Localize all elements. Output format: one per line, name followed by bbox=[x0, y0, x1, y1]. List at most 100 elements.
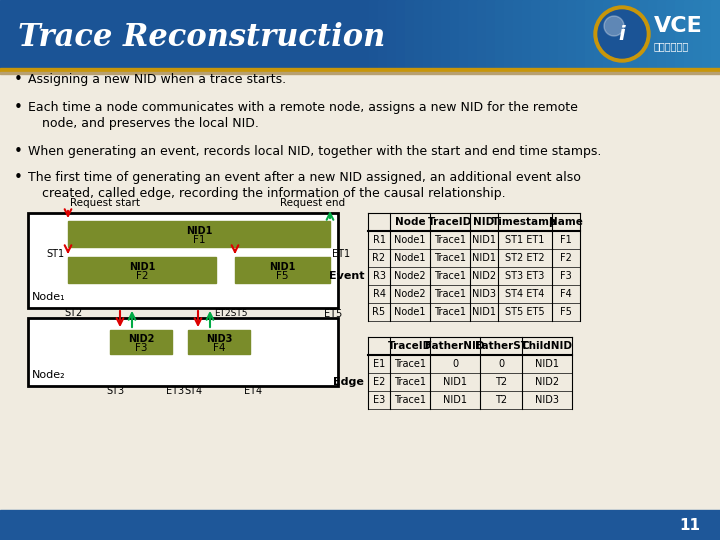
Text: E3: E3 bbox=[373, 395, 385, 405]
Text: NID3: NID3 bbox=[472, 289, 496, 299]
Text: Each time a node communicates with a remote node, assigns a new NID for the remo: Each time a node communicates with a rem… bbox=[28, 102, 578, 114]
Bar bbox=[0, 72, 720, 73]
Bar bbox=[28, 213, 338, 308]
Text: TraceID: TraceID bbox=[428, 217, 472, 227]
Bar bbox=[188, 330, 250, 354]
Text: created, called edge, recording the information of the causal relationship.: created, called edge, recording the info… bbox=[42, 187, 505, 200]
Bar bbox=[68, 257, 216, 283]
Text: R5: R5 bbox=[372, 307, 386, 317]
Text: Edge: Edge bbox=[333, 377, 364, 387]
Bar bbox=[0, 68, 720, 72]
Bar bbox=[504, 0, 513, 72]
Text: ST5 ET5: ST5 ET5 bbox=[505, 307, 545, 317]
Bar bbox=[468, 0, 477, 72]
Bar bbox=[585, 0, 594, 72]
Text: F4: F4 bbox=[560, 289, 572, 299]
Text: Node2: Node2 bbox=[394, 271, 426, 281]
Text: Timestamp: Timestamp bbox=[492, 217, 558, 227]
Text: Request start: Request start bbox=[70, 198, 140, 208]
Bar bbox=[495, 0, 504, 72]
Text: NID1: NID1 bbox=[472, 235, 496, 245]
Text: E2: E2 bbox=[373, 377, 385, 387]
Text: FatherNID: FatherNID bbox=[426, 341, 485, 351]
Text: Trace1: Trace1 bbox=[434, 235, 466, 245]
Bar bbox=[711, 0, 720, 72]
Text: ET3: ET3 bbox=[166, 386, 184, 396]
Text: FatherST: FatherST bbox=[474, 341, 528, 351]
Bar bbox=[630, 0, 639, 72]
Text: ST1: ST1 bbox=[46, 249, 64, 259]
Text: ST3: ST3 bbox=[106, 386, 124, 396]
Bar bbox=[235, 257, 330, 283]
Bar bbox=[387, 0, 396, 72]
Text: NID1: NID1 bbox=[472, 307, 496, 317]
Text: ST2 ET2: ST2 ET2 bbox=[505, 253, 545, 263]
Bar bbox=[693, 0, 702, 72]
Circle shape bbox=[594, 6, 650, 62]
Text: NID3: NID3 bbox=[535, 395, 559, 405]
Text: F1: F1 bbox=[560, 235, 572, 245]
Text: NID: NID bbox=[473, 217, 495, 227]
Text: ST3 ET3: ST3 ET3 bbox=[505, 271, 545, 281]
Text: Trace1: Trace1 bbox=[434, 271, 466, 281]
Bar bbox=[486, 0, 495, 72]
Text: Node1: Node1 bbox=[395, 253, 426, 263]
Bar bbox=[639, 0, 648, 72]
Bar bbox=[68, 221, 330, 247]
Text: R3: R3 bbox=[372, 271, 385, 281]
Text: R2: R2 bbox=[372, 253, 386, 263]
Text: node, and preserves the local NID.: node, and preserves the local NID. bbox=[42, 118, 259, 131]
Bar bbox=[405, 0, 414, 72]
Bar bbox=[423, 0, 432, 72]
Text: ST2: ST2 bbox=[64, 308, 82, 318]
Text: •: • bbox=[14, 171, 23, 186]
Bar bbox=[603, 0, 612, 72]
Bar bbox=[396, 0, 405, 72]
Bar bbox=[540, 0, 549, 72]
Text: ST4: ST4 bbox=[184, 386, 202, 396]
Text: When generating an event, records local NID, together with the start and end tim: When generating an event, records local … bbox=[28, 145, 601, 159]
Text: 0: 0 bbox=[452, 359, 458, 369]
Circle shape bbox=[598, 10, 646, 58]
Bar bbox=[594, 0, 603, 72]
Text: F5: F5 bbox=[560, 307, 572, 317]
Text: NID2: NID2 bbox=[535, 377, 559, 387]
Text: Trace1: Trace1 bbox=[434, 253, 466, 263]
Bar bbox=[450, 0, 459, 72]
Text: E1: E1 bbox=[373, 359, 385, 369]
Text: NID2: NID2 bbox=[128, 334, 154, 344]
Bar bbox=[360, 0, 369, 72]
Bar bbox=[459, 0, 468, 72]
Bar bbox=[666, 0, 675, 72]
Text: TraceID: TraceID bbox=[388, 341, 432, 351]
Bar bbox=[675, 0, 684, 72]
Text: ST1 ET1: ST1 ET1 bbox=[505, 235, 545, 245]
Text: ET4: ET4 bbox=[244, 386, 262, 396]
Text: VCE: VCE bbox=[654, 16, 703, 36]
Text: F2: F2 bbox=[136, 271, 148, 281]
Text: F4: F4 bbox=[212, 343, 225, 353]
Bar bbox=[432, 0, 441, 72]
Text: NID1: NID1 bbox=[269, 262, 296, 272]
Text: Node1: Node1 bbox=[395, 307, 426, 317]
Bar bbox=[110, 330, 172, 354]
Text: ET2ST5: ET2ST5 bbox=[214, 309, 248, 318]
Text: R4: R4 bbox=[372, 289, 385, 299]
Text: Request end: Request end bbox=[280, 198, 345, 208]
Text: Node1: Node1 bbox=[395, 235, 426, 245]
Text: Event: Event bbox=[328, 271, 364, 281]
Text: ChildNID: ChildNID bbox=[521, 341, 572, 351]
Bar bbox=[576, 0, 585, 72]
Text: ET5: ET5 bbox=[324, 309, 342, 319]
Bar bbox=[522, 0, 531, 72]
Text: NID3: NID3 bbox=[206, 334, 232, 344]
Text: Trace1: Trace1 bbox=[434, 289, 466, 299]
Text: Trace1: Trace1 bbox=[394, 359, 426, 369]
Text: NID1: NID1 bbox=[443, 377, 467, 387]
Text: NID2: NID2 bbox=[472, 271, 496, 281]
Bar bbox=[621, 0, 630, 72]
Text: R1: R1 bbox=[372, 235, 385, 245]
Circle shape bbox=[604, 16, 624, 36]
Bar bbox=[648, 0, 657, 72]
Text: Assigning a new NID when a trace starts.: Assigning a new NID when a trace starts. bbox=[28, 73, 286, 86]
